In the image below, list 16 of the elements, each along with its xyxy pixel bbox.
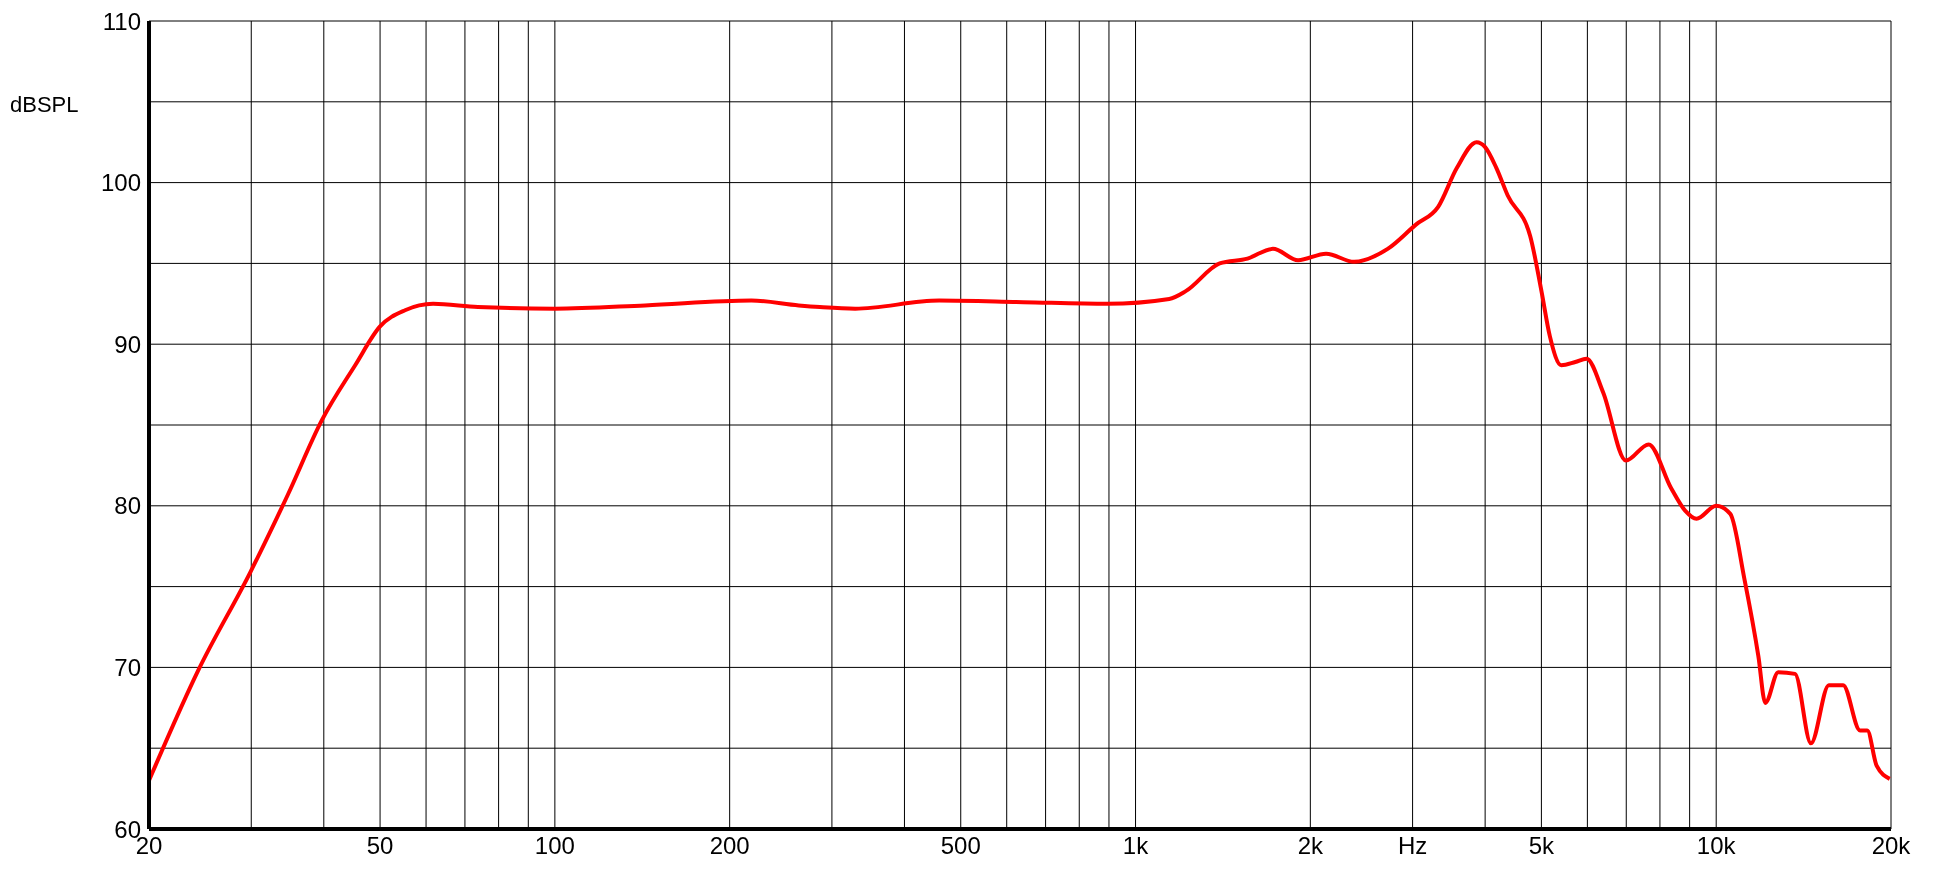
- y-tick-label: 100: [100, 169, 141, 197]
- y-tick-label: 90: [114, 330, 141, 358]
- x-tick-label: 1k: [1122, 832, 1150, 860]
- x-tick-label: 20k: [1871, 832, 1912, 860]
- y-tick-label: 110: [102, 7, 141, 35]
- y-axis-title: dBSPL: [10, 92, 79, 118]
- x-tick-label: Hz: [1397, 832, 1428, 860]
- x-tick-label: 50: [366, 832, 394, 860]
- x-tick-label: 10k: [1696, 832, 1737, 860]
- x-tick-label: 500: [940, 832, 981, 860]
- y-tick-label: 70: [114, 653, 141, 681]
- y-tick-label: 80: [114, 492, 141, 520]
- x-tick-label: 2k: [1297, 832, 1324, 860]
- x-tick-label: 5k: [1528, 832, 1556, 860]
- x-tick-label: 200: [709, 832, 750, 860]
- x-tick-label: 100: [534, 832, 575, 860]
